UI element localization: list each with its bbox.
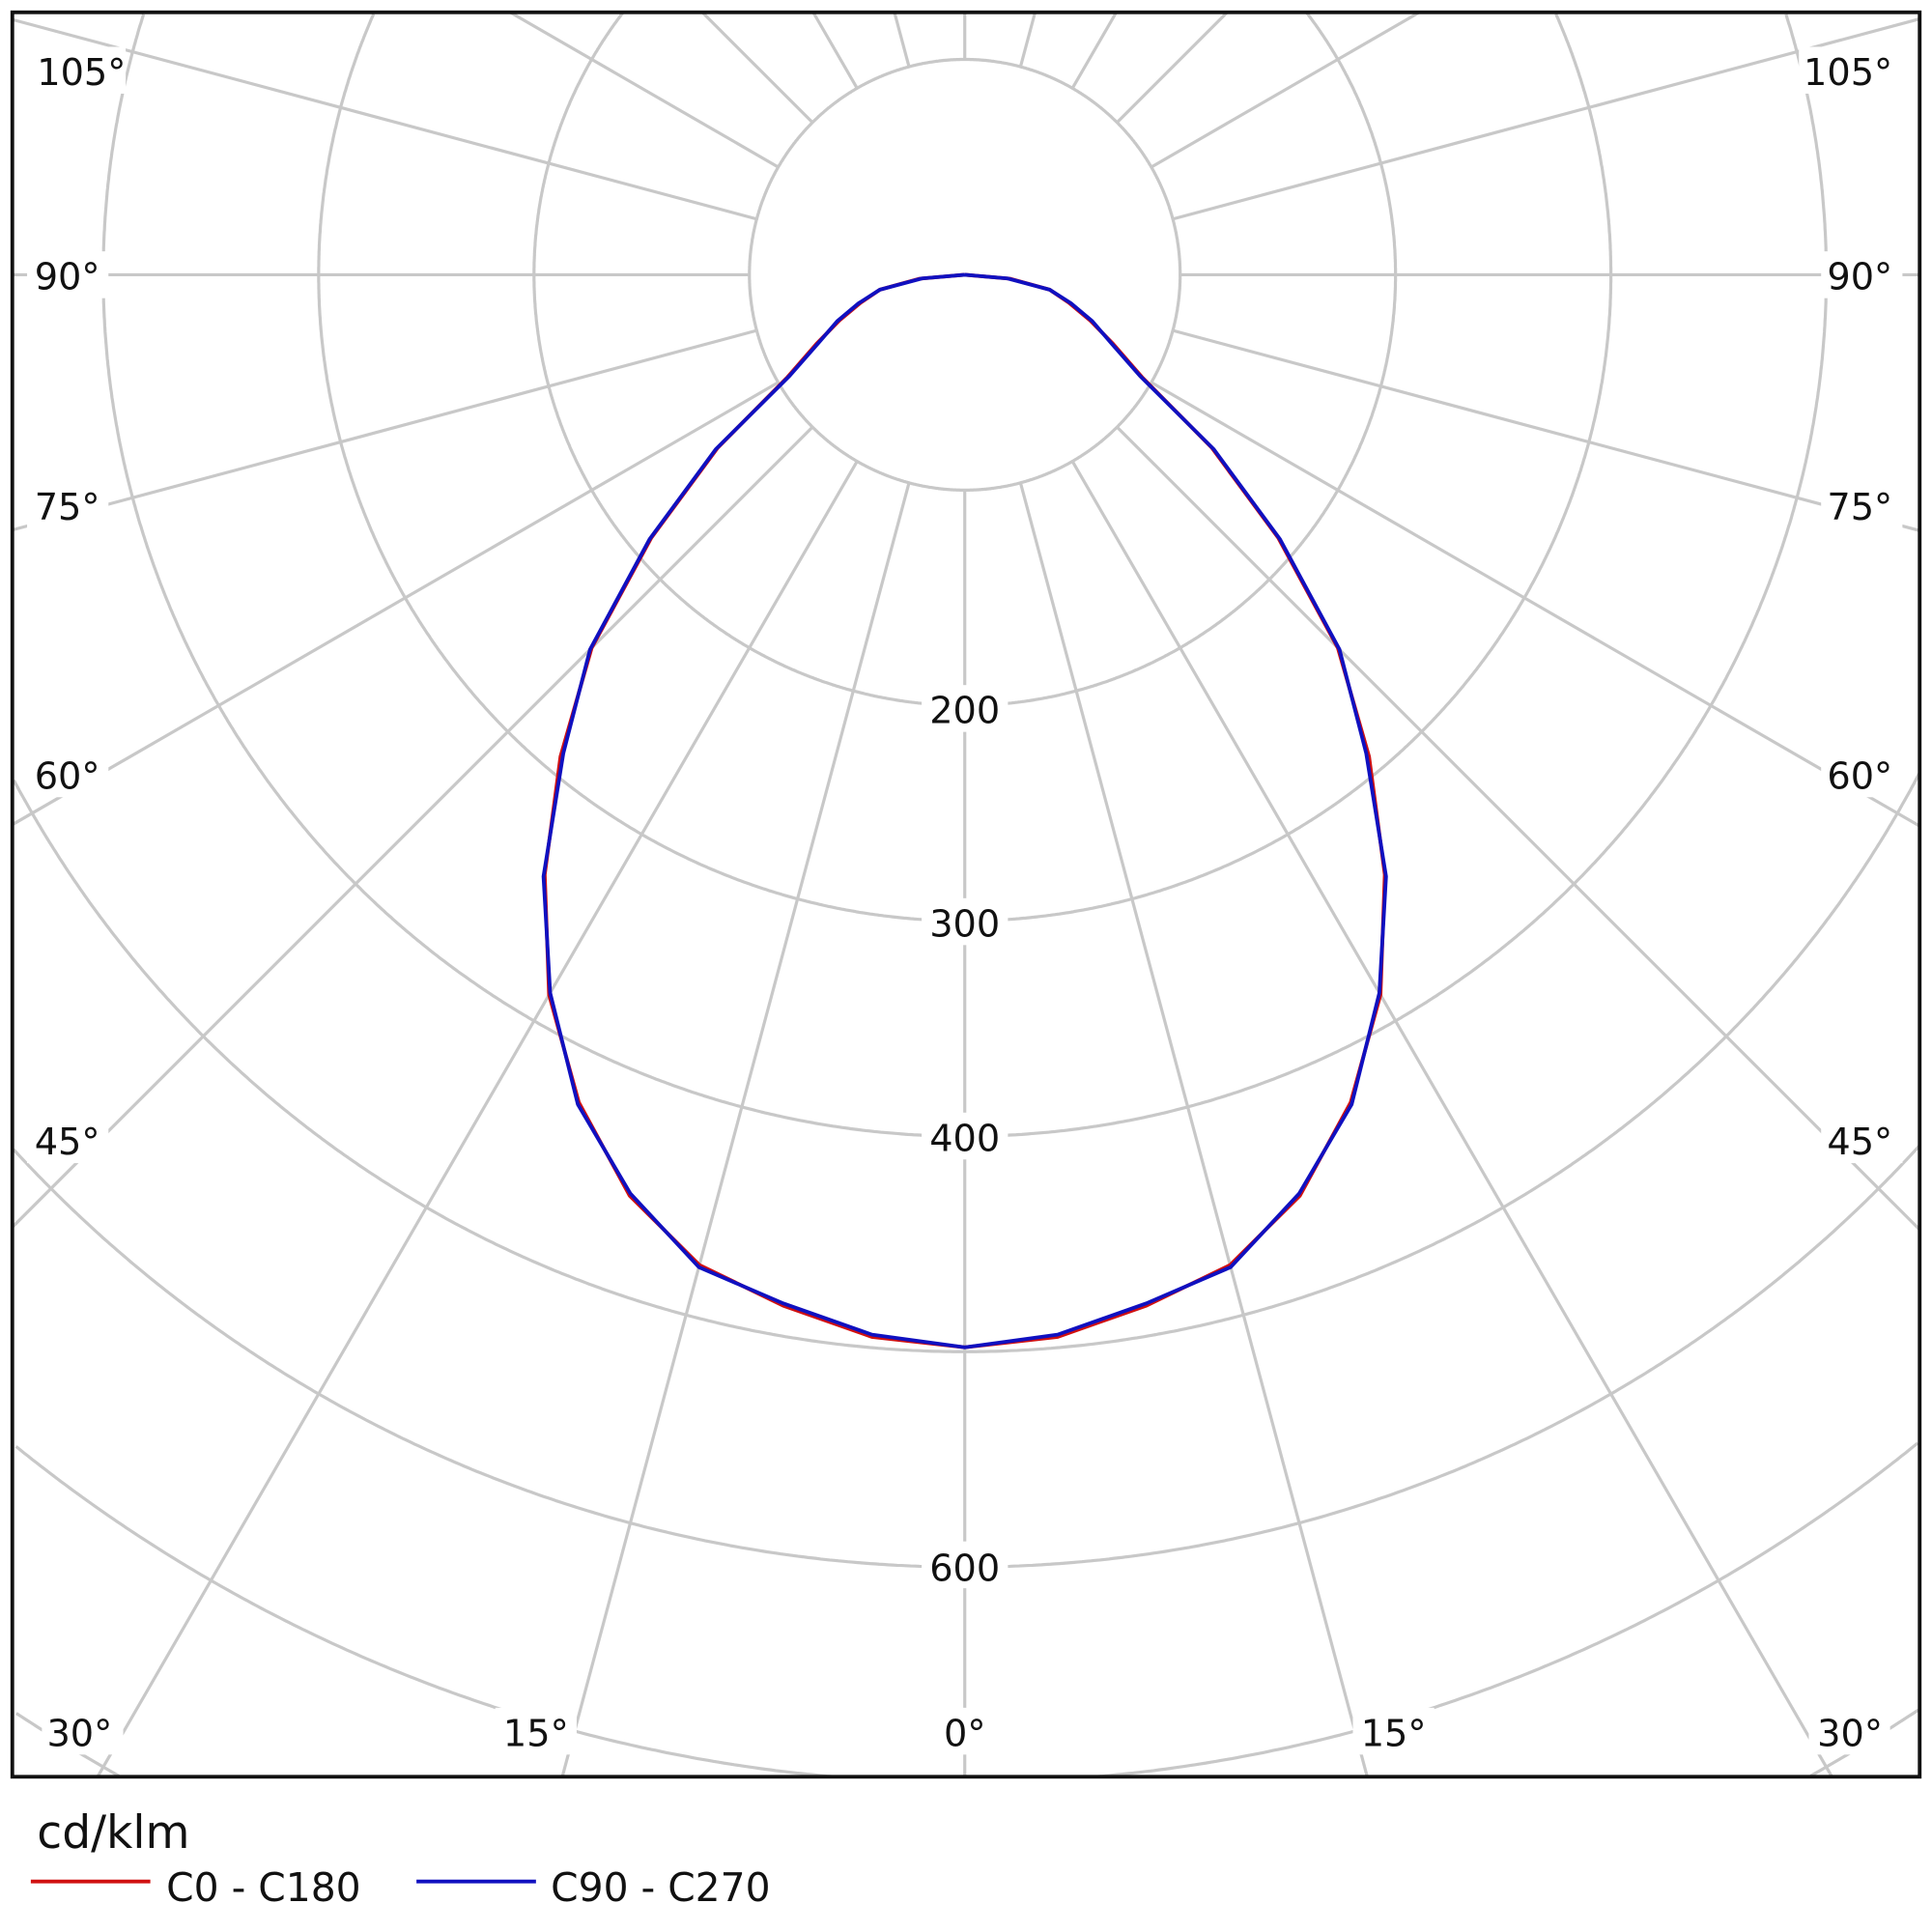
radial-tick-label: 400 <box>929 1117 1000 1160</box>
series-curves <box>541 272 1388 1350</box>
ring-grid-line <box>748 57 1182 492</box>
angle-label: 60° <box>35 754 100 798</box>
radial-grid-line <box>811 11 859 90</box>
radial-grid-line <box>1070 460 1833 1778</box>
plot-frame <box>10 10 1922 1779</box>
angle-label: 30° <box>46 1712 112 1755</box>
legend-label: C0 - C180 <box>166 1864 360 1911</box>
angle-label: 105° <box>37 51 126 95</box>
radial-grid-line <box>1172 328 1920 532</box>
ring-grid-line <box>12 773 1921 1353</box>
angle-label: 45° <box>1827 1121 1892 1164</box>
angle-label: 15° <box>503 1712 569 1755</box>
angle-label: 15° <box>1361 1712 1427 1755</box>
radial-tick-labels: 200 300 400 600 <box>922 685 1009 1590</box>
angle-label: 105° <box>1804 51 1892 95</box>
radial-grid-line <box>893 12 911 68</box>
radial-grid-line <box>11 381 780 827</box>
angle-label: 90° <box>35 256 100 299</box>
polar-grid <box>11 11 1921 1778</box>
angle-label: 90° <box>1827 256 1892 299</box>
radial-tick-label: 200 <box>929 690 1000 733</box>
radial-grid-line <box>11 425 814 1229</box>
angle-label: 30° <box>1817 1712 1883 1755</box>
radial-grid-line <box>1116 11 1229 124</box>
series-curve-c90-c270 <box>541 272 1388 1350</box>
radial-grid-line <box>560 482 911 1777</box>
radial-tick-label: 600 <box>929 1547 1000 1590</box>
radial-grid-line <box>700 11 814 124</box>
radial-grid-line <box>509 11 780 169</box>
radial-grid-line <box>1018 482 1369 1777</box>
radial-grid-line <box>1070 11 1118 90</box>
angle-label: 75° <box>35 486 100 529</box>
radial-grid-line <box>1172 17 1920 221</box>
angle-label: 75° <box>1827 486 1892 529</box>
angle-labels: 105° 90° 75° 60° 45° 30° 15° 0° 15° 105°… <box>27 46 1903 1755</box>
radial-grid-line <box>1151 381 1921 828</box>
angle-label: 0° <box>944 1712 985 1755</box>
ring-grid-line <box>1095 1441 1919 1778</box>
angle-label: 45° <box>35 1121 100 1164</box>
radial-grid-line <box>1116 425 1921 1232</box>
legend: C0 - C180 C90 - C270 <box>30 1864 771 1911</box>
radial-grid-line <box>12 328 757 532</box>
angle-label: 60° <box>1827 754 1892 798</box>
ring-grid-line <box>14 1445 834 1778</box>
radial-tick-label: 300 <box>929 902 1000 946</box>
unit-label: cd/klm <box>37 1806 189 1860</box>
legend-label: C90 - C270 <box>551 1864 770 1911</box>
radial-grid-line <box>1018 12 1037 68</box>
radial-grid-line <box>1151 11 1421 169</box>
radial-grid-line <box>12 17 757 221</box>
radial-grid-line <box>96 460 859 1778</box>
